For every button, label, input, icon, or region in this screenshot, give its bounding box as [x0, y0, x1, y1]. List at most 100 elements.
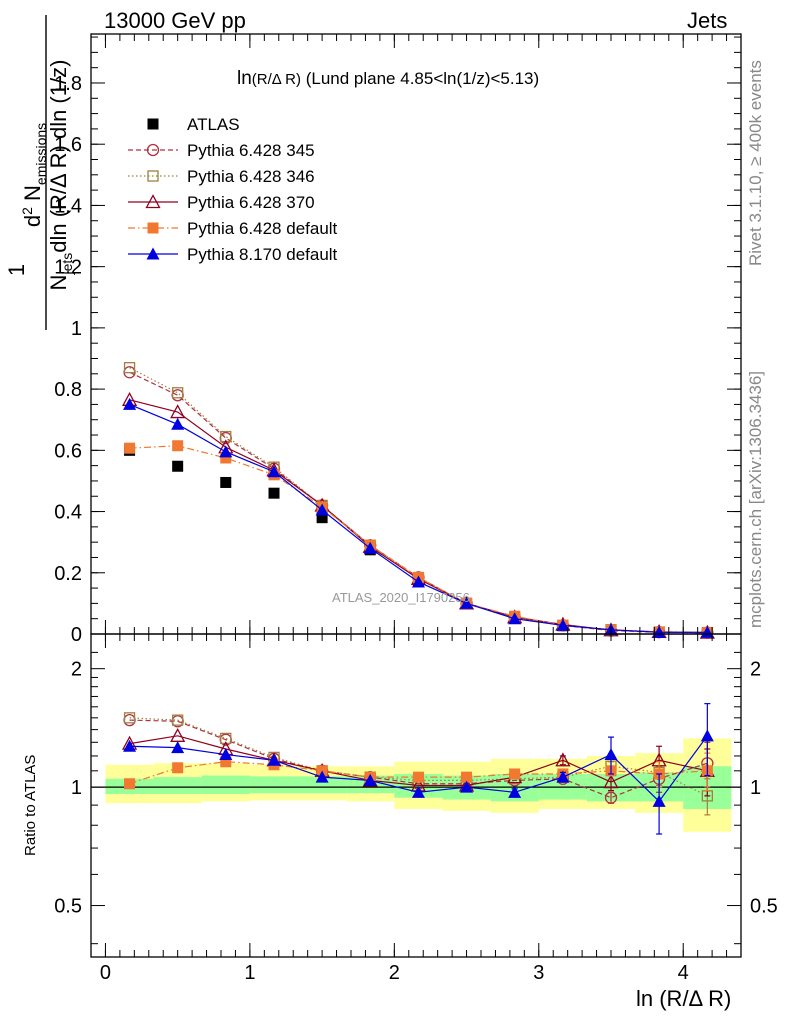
ratio-point — [123, 739, 137, 752]
legend-item: Pythia 6.428 346 — [128, 167, 315, 186]
rivet-version-label: Rivet 3.1.10, ≥ 400k events — [746, 60, 765, 266]
title-ratio: (R/Δ R) — [251, 71, 301, 88]
ratio-point — [315, 770, 329, 783]
title-rest: (Lund plane 4.85<ln(1/z)<5.13) — [305, 69, 540, 88]
ratio-plot-frame — [90, 633, 742, 958]
header-energy: 13000 GeV pp — [104, 8, 246, 33]
y-tick-label: 0.4 — [54, 502, 82, 524]
y-label-numerator: d2 Nemissions — [19, 123, 49, 227]
stat-uncertainty-band — [153, 777, 202, 795]
data-point — [315, 503, 329, 516]
x-tick-label: 0 — [100, 962, 111, 984]
ratio-y-tick-label-right: 2 — [750, 659, 761, 681]
legend-label: Pythia 6.428 370 — [187, 193, 315, 212]
legend-label: Pythia 6.428 default — [187, 219, 338, 238]
data-point — [170, 404, 186, 419]
legend-marker — [147, 222, 159, 234]
ratio-point — [219, 748, 233, 761]
y-tick-label: 1.2 — [54, 257, 82, 279]
ratio-point — [172, 714, 184, 726]
data-point — [123, 397, 137, 410]
y-tick-label: 1 — [71, 318, 82, 340]
legend-item: Pythia 6.428 370 — [128, 193, 315, 212]
y-label-jets: jets — [59, 253, 75, 276]
ratio-point — [603, 774, 619, 789]
ratio-point — [652, 794, 666, 807]
y-label-emissions: emissions — [33, 123, 49, 185]
ratio-point — [509, 768, 521, 780]
y-tick-label: 1.6 — [54, 134, 82, 156]
legend-label: Pythia 8.170 default — [187, 245, 338, 264]
y-label-denominator: Njetsdln (R/Δ R) dln (1/z) — [46, 60, 75, 291]
ratio-point — [123, 712, 136, 724]
ratio-y-tick-label: 2 — [71, 659, 82, 681]
data-point — [411, 575, 425, 588]
ratio-point — [604, 791, 618, 804]
watermark: ATLAS_2020_I1790256 — [332, 590, 470, 605]
ratio-series-pythia-8-170-default — [123, 703, 714, 835]
ratio-point — [508, 785, 522, 798]
ratio-y-tick-label-right: 0.5 — [750, 896, 778, 918]
axes: 0 0.2 0.4 0.6 0.8 1 1.2 1.4 1.6 1.8 0 1 2 3 4 0.5 0.5 1 1 2… — [4, 15, 778, 984]
legend-marker — [147, 170, 159, 182]
data-point — [508, 612, 522, 625]
data-point — [124, 442, 136, 454]
ratio-point — [411, 785, 425, 798]
y-label-one: 1 — [4, 264, 29, 276]
stat-uncertainty-band — [201, 775, 250, 795]
legend-marker — [147, 118, 159, 130]
main-plot-title: ln(R/Δ R) (Lund plane 4.85<ln(1/z)<5.13) — [237, 68, 539, 90]
title-ln: ln — [237, 68, 252, 89]
ratio-point — [700, 729, 714, 742]
y-tick-label: 0.2 — [54, 563, 82, 585]
data-point — [267, 465, 281, 478]
x-tick-label: 3 — [533, 962, 544, 984]
legend-label: ATLAS — [187, 115, 240, 134]
legend-item: ATLAS — [147, 115, 240, 134]
ratio-point — [363, 773, 377, 786]
legend-marker — [146, 143, 160, 157]
data-point — [556, 618, 570, 631]
data-point — [220, 476, 232, 488]
ratio-point — [171, 741, 185, 754]
x-tick-label: 1 — [244, 962, 255, 984]
data-point — [123, 362, 136, 374]
legend-label: Pythia 6.428 346 — [187, 167, 315, 186]
data-point — [172, 440, 184, 452]
ratio-point — [460, 780, 474, 793]
ratio-y-tick-label: 1 — [71, 777, 82, 799]
data-point — [316, 512, 328, 524]
legend-marker — [146, 247, 160, 260]
main-plot-area — [91, 34, 741, 634]
mcplots-label: mcplots.cern.ch [arXiv:1306.3436] — [746, 370, 765, 628]
x-tick-label: 2 — [389, 962, 400, 984]
x-axis-label: ln (R/Δ R) — [636, 986, 732, 1011]
legend-label: Pythia 6.428 345 — [187, 141, 315, 160]
ratio-y-tick-label-right: 1 — [750, 777, 761, 799]
x-tick-label: 4 — [678, 962, 689, 984]
ratio-point — [172, 762, 184, 774]
stat-uncertainty-band — [249, 776, 298, 794]
ratio-point — [220, 756, 232, 768]
legend-item: Pythia 6.428 default — [128, 219, 338, 238]
ratio-point — [267, 753, 281, 766]
ratio-point — [461, 771, 473, 783]
data-point — [652, 625, 666, 638]
ratio-point — [555, 752, 571, 767]
data-point — [460, 596, 474, 609]
ratio-point — [412, 771, 424, 783]
ratio-line — [129, 719, 708, 799]
data-point — [171, 417, 185, 430]
y-label-n: N — [20, 185, 45, 207]
ratio-y-tick-label: 0.5 — [54, 896, 82, 918]
y-tick-label: 0 — [71, 624, 82, 646]
y-tick-label: 1.8 — [54, 73, 82, 95]
legend-marker — [145, 194, 161, 209]
data-point — [700, 625, 714, 638]
ratio-point — [556, 770, 570, 783]
data-point — [219, 445, 233, 458]
ratio-y-axis-label: Ratio to ATLAS — [22, 754, 39, 856]
y-tick-label: 0.8 — [54, 379, 82, 401]
